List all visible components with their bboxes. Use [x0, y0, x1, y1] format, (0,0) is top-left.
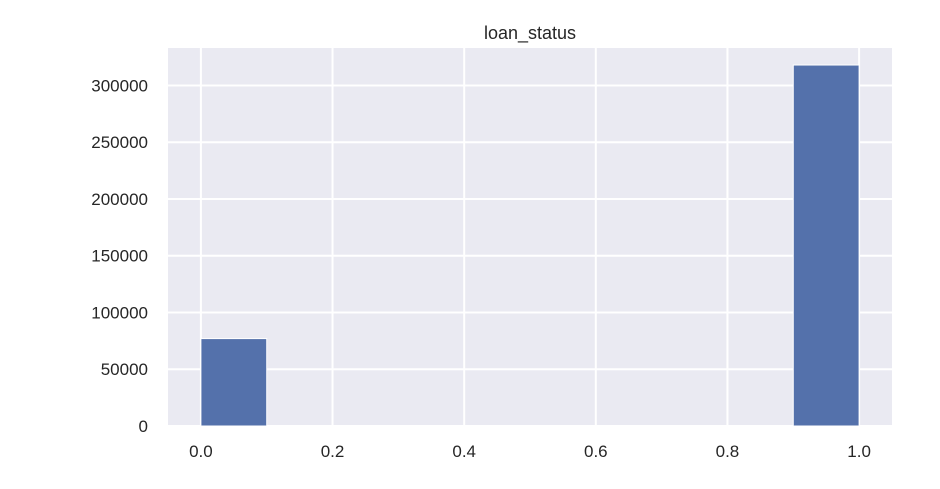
histogram-bar: [200, 338, 268, 427]
y-tick-label: 0: [139, 417, 148, 436]
histogram-bars: [200, 64, 860, 427]
x-tick-label: 0.6: [584, 442, 608, 461]
x-tick-label: 0.4: [452, 442, 476, 461]
x-tick-label: 0.2: [321, 442, 345, 461]
x-tick-labels: 0.0 0.2 0.4 0.6 0.8 1.0: [189, 442, 871, 461]
y-tick-label: 150000: [91, 247, 148, 266]
y-tick-label: 100000: [91, 303, 148, 322]
y-tick-label: 200000: [91, 190, 148, 209]
y-tick-label: 250000: [91, 133, 148, 152]
y-tick-label: 50000: [101, 360, 148, 379]
y-tick-label: 300000: [91, 76, 148, 95]
x-tick-label: 0.0: [189, 442, 213, 461]
chart-title: loan_status: [484, 23, 576, 44]
x-tick-label: 1.0: [847, 442, 871, 461]
x-tick-label: 0.8: [716, 442, 740, 461]
histogram-bar: [792, 64, 860, 427]
plot-area: [168, 48, 892, 426]
grid-lines: [168, 48, 892, 427]
y-tick-labels: 0 50000 100000 150000 200000 250000 300000: [91, 76, 148, 436]
